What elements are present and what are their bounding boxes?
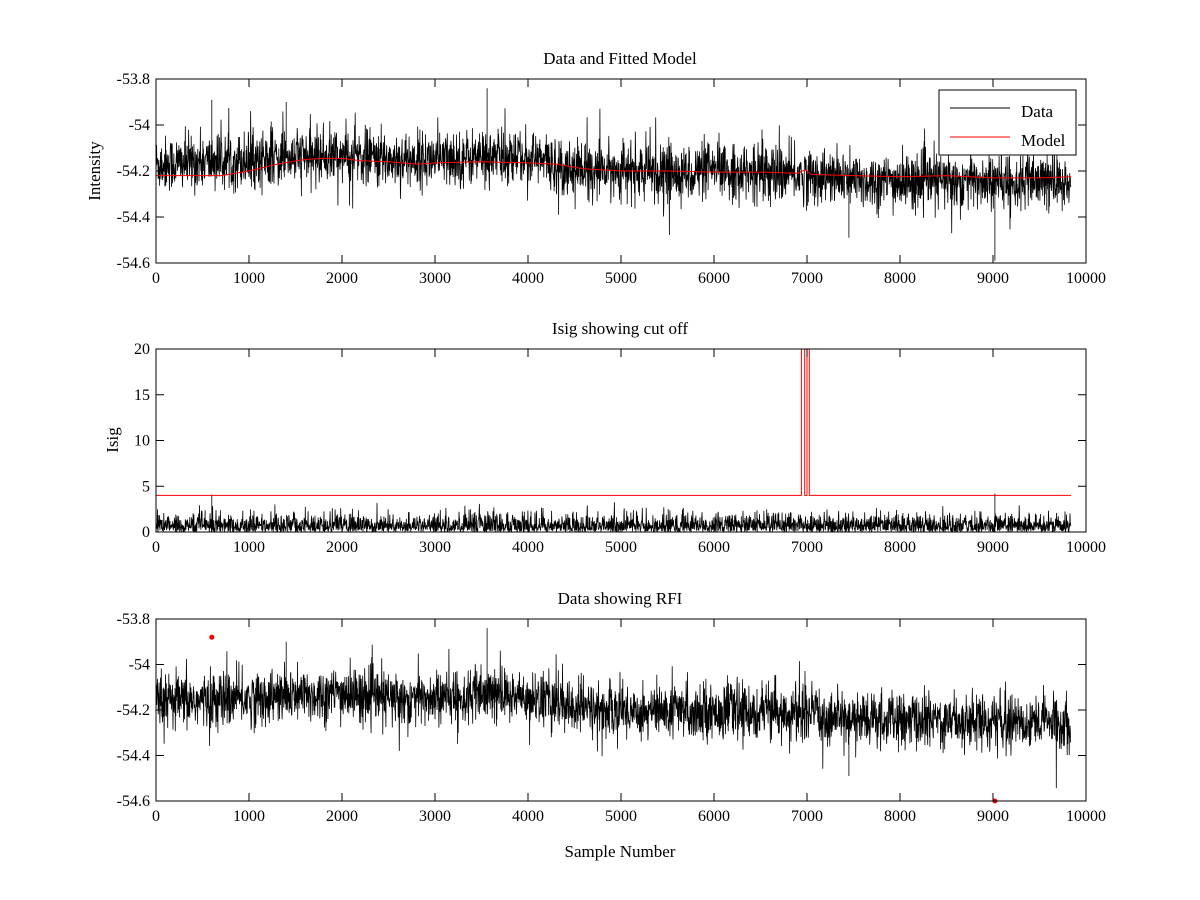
y-axis-label: Intensity bbox=[85, 141, 104, 201]
x-tick-label: 1000 bbox=[233, 808, 265, 825]
series-group bbox=[156, 628, 1072, 789]
x-tick-label: 10000 bbox=[1066, 539, 1106, 556]
series-group bbox=[156, 88, 1072, 261]
x-tick-label: 2000 bbox=[326, 808, 358, 825]
y-tick-label: 20 bbox=[134, 341, 150, 358]
x-tick-label: 3000 bbox=[419, 808, 451, 825]
x-tick-label: 10000 bbox=[1066, 270, 1106, 287]
y-tick-label: -54.4 bbox=[117, 748, 150, 765]
x-tick-label: 8000 bbox=[884, 539, 916, 556]
x-tick-label: 8000 bbox=[884, 808, 916, 825]
panel-isig-showing-cut-off: Isig showing cut off Isig 0 1000 2000 3000 4… bbox=[103, 319, 1106, 556]
x-tick-label: 7000 bbox=[791, 539, 823, 556]
plot-area: 0 1000 2000 3000 4000 5000 6000 7000 8000 9000 100… bbox=[134, 341, 1106, 556]
x-tick-label: 2000 bbox=[326, 270, 358, 287]
x-tick-label: 2000 bbox=[326, 539, 358, 556]
x-tick-label: 5000 bbox=[605, 808, 637, 825]
series-cutoff bbox=[156, 349, 1072, 496]
chart-title: Isig showing cut off bbox=[552, 319, 688, 338]
x-tick-label: 9000 bbox=[977, 270, 1009, 287]
y-tick-label: -53.8 bbox=[117, 611, 150, 628]
y-tick-label: -54.6 bbox=[117, 255, 150, 272]
x-tick-label: 1000 bbox=[233, 539, 265, 556]
y-tick-label: 5 bbox=[142, 478, 150, 495]
x-tick-label: 4000 bbox=[512, 539, 544, 556]
x-tick-label: 4000 bbox=[512, 808, 544, 825]
y-tick-label: -54.6 bbox=[117, 793, 150, 810]
y-tick-label: -53.8 bbox=[117, 71, 150, 88]
y-tick-label: 0 bbox=[142, 524, 150, 541]
y-tick-label: -54.4 bbox=[117, 209, 150, 226]
legend: Data Model bbox=[938, 89, 1077, 156]
y-tick-label: 15 bbox=[134, 387, 150, 404]
panel-data-and-fitted-model: Data and Fitted Model Intensity 0 1000 200… bbox=[85, 49, 1106, 287]
x-tick-label: 9000 bbox=[977, 539, 1009, 556]
x-tick-label: 7000 bbox=[791, 808, 823, 825]
y-tick-label: 10 bbox=[134, 433, 150, 450]
x-axis-label: Sample Number bbox=[565, 842, 676, 861]
legend-box bbox=[938, 89, 1077, 156]
x-tick-label: 0 bbox=[152, 808, 160, 825]
chart-title: Data showing RFI bbox=[558, 589, 683, 608]
series-group bbox=[156, 349, 1072, 532]
x-tick-label: 6000 bbox=[698, 808, 730, 825]
legend-data-label: Data bbox=[1021, 102, 1054, 121]
y-tick-label: -54 bbox=[129, 657, 150, 674]
y-tick-label: -54.2 bbox=[117, 702, 150, 719]
series-model bbox=[156, 157, 1072, 179]
x-tick-label: 0 bbox=[152, 539, 160, 556]
x-tick-label: 3000 bbox=[419, 270, 451, 287]
y-axis-label: Isig bbox=[103, 427, 122, 453]
legend-model-label: Model bbox=[1021, 131, 1066, 150]
chart-title: Data and Fitted Model bbox=[543, 49, 697, 68]
x-tick-label: 1000 bbox=[233, 270, 265, 287]
x-tick-label: 6000 bbox=[698, 539, 730, 556]
series-data bbox=[156, 628, 1072, 789]
panel-data-showing-rfi: Data showing RFI Sample Number 0 1000 2000… bbox=[117, 589, 1106, 861]
x-tick-label: 3000 bbox=[419, 539, 451, 556]
y-tick-label: -54.2 bbox=[117, 163, 150, 180]
x-tick-label: 4000 bbox=[512, 270, 544, 287]
x-tick-label: 5000 bbox=[605, 539, 637, 556]
x-tick-label: 7000 bbox=[791, 270, 823, 287]
x-tick-label: 5000 bbox=[605, 270, 637, 287]
plot-area: 0 1000 2000 3000 4000 5000 6000 7000 8000 9000 100… bbox=[117, 71, 1106, 287]
series-data bbox=[156, 88, 1072, 261]
y-tick-label: -54 bbox=[129, 117, 150, 134]
x-tick-label: 10000 bbox=[1066, 808, 1106, 825]
x-tick-label: 6000 bbox=[698, 270, 730, 287]
rfi-marker bbox=[209, 634, 215, 640]
x-tick-label: 0 bbox=[152, 270, 160, 287]
x-tick-label: 9000 bbox=[977, 808, 1009, 825]
series-isig bbox=[156, 493, 1072, 532]
plot-area: 0 1000 2000 3000 4000 5000 6000 7000 8000 9000 100… bbox=[117, 611, 1106, 825]
x-tick-label: 8000 bbox=[884, 270, 916, 287]
